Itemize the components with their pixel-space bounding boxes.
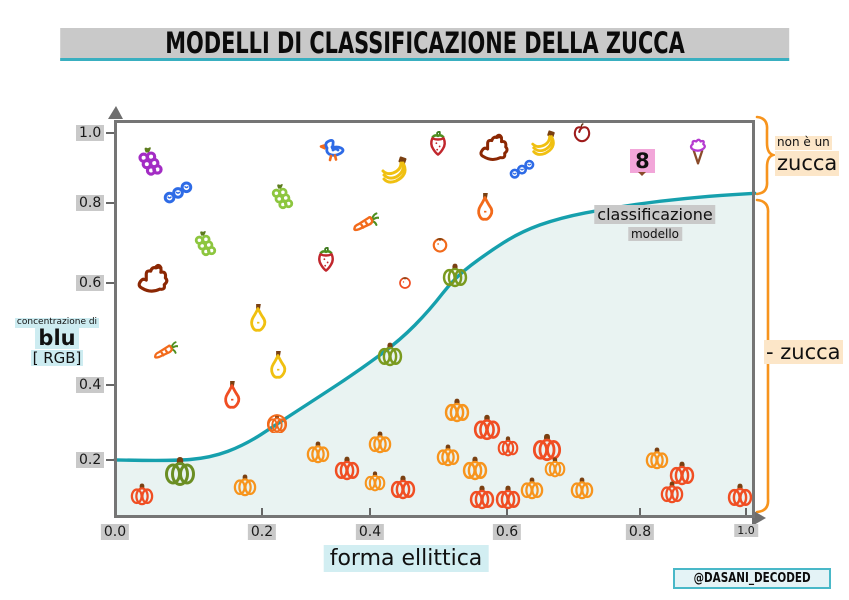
x-tick-label: 0.2 — [247, 524, 277, 540]
annotation-pumpkin-text: - zucca — [764, 340, 843, 364]
x-tick-label: 0.4 — [355, 524, 385, 540]
y-tick-label: 0.2 — [76, 452, 105, 468]
annotation-not-pumpkin-line1: non è un — [775, 135, 832, 150]
y-axis-label-line1: concentrazione di — [14, 317, 100, 328]
y-tick-label: 1.0 — [76, 125, 105, 141]
y-tick-label: 0.8 — [76, 195, 105, 211]
y-tick-label: 0.6 — [76, 275, 105, 291]
annotation-not-pumpkin-line2: zucca — [775, 151, 840, 176]
watermark-badge: @DASANI_DECODED — [672, 568, 831, 589]
y-tick-label: 0.4 — [76, 377, 105, 393]
plot-frame — [114, 120, 755, 518]
page-title: MODELLI DI CLASSIFICAZIONE DELLA ZUCCA — [59, 26, 790, 62]
annotation-not-pumpkin: non è un zucca — [775, 132, 840, 176]
annotation-pumpkin: - zucca — [764, 340, 843, 364]
y-axis-label-line2: blu — [35, 327, 79, 349]
x-tick-label: 1.0 — [734, 524, 758, 537]
y-axis-label-line3: [ RGB] — [30, 348, 84, 367]
x-axis-label-text: forma ellittica — [323, 545, 489, 572]
model-label: classificazione modello — [594, 205, 716, 243]
model-label-line2: modello — [627, 227, 683, 242]
y-axis-label: concentrazione di blu [ RGB] — [14, 310, 100, 367]
watermark-text: @DASANI_DECODED — [693, 571, 811, 586]
x-axis-label: forma ellittica — [323, 545, 489, 572]
right-brace-top — [755, 115, 778, 196]
model-label-line1: classificazione — [594, 205, 716, 224]
x-tick-label: 0.8 — [625, 524, 655, 540]
x-tick-label: 0.6 — [492, 524, 522, 540]
y-axis-arrow — [108, 106, 123, 119]
page-title-text: MODELLI DI CLASSIFICAZIONE DELLA ZUCCA — [164, 26, 685, 60]
x-tick-label: 0.0 — [100, 524, 130, 540]
